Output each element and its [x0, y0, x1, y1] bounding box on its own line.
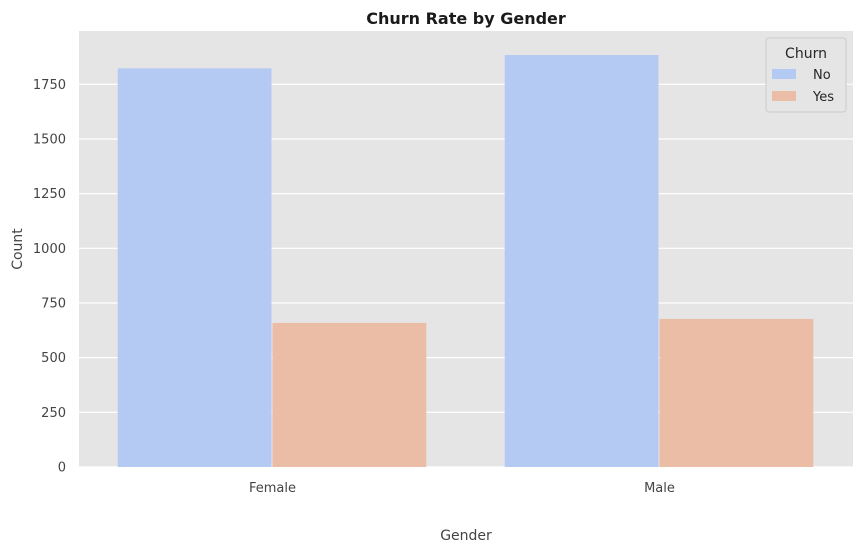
x-tick-label: Female [249, 481, 296, 496]
y-tick-label: 1500 [33, 132, 66, 147]
y-tick-label: 250 [41, 406, 66, 421]
y-axis-label: Count [10, 228, 26, 270]
legend-title: Churn [785, 46, 827, 62]
y-tick-label: 1250 [33, 187, 66, 202]
bar-male-yes [659, 318, 814, 467]
legend-label-yes: Yes [812, 90, 834, 105]
y-tick-label: 500 [41, 351, 66, 366]
legend: Churn No Yes [765, 37, 847, 113]
bar-male-no [504, 55, 659, 467]
chart-title: Churn Rate by Gender [366, 9, 566, 28]
y-tick-label: 0 [58, 461, 66, 476]
y-tick-label: 750 [41, 296, 66, 311]
y-tick-label: 1000 [33, 242, 66, 257]
y-tick-label: 1750 [33, 78, 66, 93]
x-tick-label: Male [644, 481, 675, 496]
y-ticks: 0 250 500 750 1000 1250 1500 1750 [33, 78, 66, 476]
bar-female-yes [272, 322, 427, 467]
x-ticks: Female Male [249, 481, 675, 496]
bar-female-no [117, 68, 272, 467]
legend-label-no: No [813, 68, 831, 83]
x-axis-label: Gender [440, 528, 492, 544]
legend-swatch-no [772, 69, 796, 79]
bars [117, 55, 814, 467]
legend-swatch-yes [772, 91, 796, 101]
